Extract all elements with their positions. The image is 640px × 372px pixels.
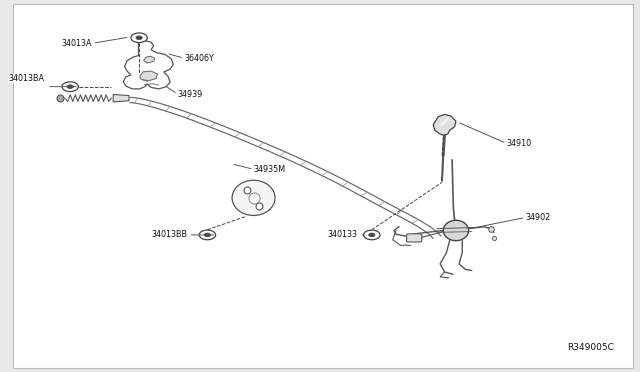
FancyBboxPatch shape [13,4,633,368]
Text: 34013BA: 34013BA [9,74,45,83]
FancyBboxPatch shape [406,234,422,242]
Polygon shape [433,115,456,135]
Text: 34013BB: 34013BB [151,230,187,240]
Text: 34902: 34902 [525,213,551,222]
Text: 340133: 340133 [328,230,358,240]
Text: 34013A: 34013A [62,39,92,48]
Polygon shape [113,94,129,102]
Text: R349005C: R349005C [567,343,614,352]
Text: 34910: 34910 [506,139,532,148]
Circle shape [199,230,216,240]
Circle shape [67,85,74,89]
Circle shape [364,230,380,240]
Text: 34939: 34939 [178,90,203,99]
Polygon shape [140,71,157,81]
Polygon shape [143,56,155,63]
Text: 34935M: 34935M [253,165,285,174]
Text: 36406Y: 36406Y [184,54,214,62]
Ellipse shape [232,180,275,215]
Ellipse shape [444,220,468,241]
Circle shape [136,36,142,39]
Circle shape [204,233,211,237]
Circle shape [369,233,375,237]
Circle shape [131,33,147,42]
Circle shape [62,82,78,92]
